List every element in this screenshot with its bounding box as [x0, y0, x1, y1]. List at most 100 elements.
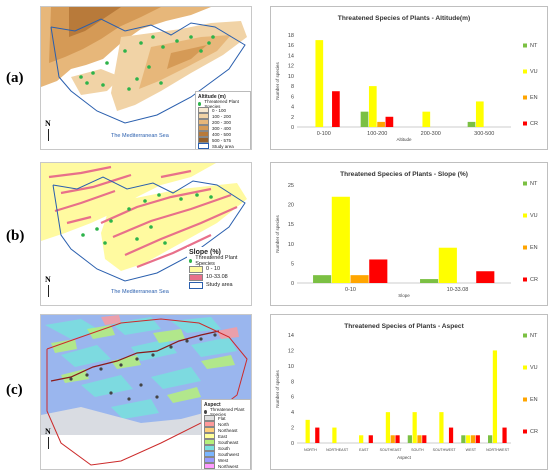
slope-chart-svg: Threatened Species of Plants - Slope (%)…: [275, 171, 538, 298]
x-tick-label: 10-33.08: [447, 287, 469, 293]
panel-label-b: (b): [6, 228, 25, 244]
altitude-legend-row: Threatened Plant Species: [198, 99, 248, 109]
altitude-legend-row: Study area: [198, 143, 248, 149]
panel-label-c: (c): [6, 382, 23, 398]
aspect-legend-row: East: [204, 433, 248, 439]
legend-label-en: EN: [530, 95, 538, 101]
legend-label-nt: NT: [530, 333, 538, 339]
aspect-legend-label: Southeast: [218, 439, 239, 445]
bar-en: [350, 275, 369, 283]
y-tick-label: 10: [288, 242, 294, 248]
legend-label-vu: VU: [530, 213, 538, 219]
altitude-legend-row: 400 - 500: [198, 131, 248, 137]
x-tick-label: NORTH: [304, 448, 317, 452]
altitude-legend-label: 300 - 400: [212, 125, 232, 131]
altitude-legend-swatch: [198, 143, 209, 149]
y-tick-label: 8: [291, 379, 294, 385]
bar-vu: [315, 40, 324, 127]
north-arrow-b: [48, 285, 49, 297]
x-tick-label: EAST: [359, 448, 369, 452]
slope-legend-swatch: [189, 259, 193, 263]
y-tick-label: 12: [288, 64, 294, 70]
bar-cr: [422, 435, 427, 443]
slope-legend-title: Slope (%): [189, 249, 221, 256]
aspect-legend-swatch: [204, 433, 215, 439]
aspect-legend: Aspect Threatened Plant Species Flat North…: [201, 399, 251, 471]
bar-cr: [385, 116, 394, 127]
legend-label-vu: VU: [530, 365, 538, 371]
legend-label-cr: CR: [530, 277, 538, 283]
y-tick-label: 0: [291, 125, 294, 131]
y-tick-label: 8: [291, 84, 294, 90]
y-tick-label: 10: [288, 74, 294, 80]
north-arrow-label-a: N: [45, 119, 51, 128]
chart-title: Threatened Species of Plants - Aspect: [344, 323, 464, 330]
aspect-legend-label: Threatened Plant Species: [209, 407, 245, 417]
legend-label-nt: NT: [530, 43, 538, 49]
aspect-chart: Threatened Species of Plants - Aspect 0 2 4…: [270, 314, 548, 470]
legend-label-en: EN: [530, 245, 538, 251]
legend-label-cr: CR: [530, 429, 538, 435]
altitude-legend-label: Study area: [212, 143, 234, 149]
slope-legend-label: 0 - 10: [206, 266, 221, 272]
sea-label-b: The Mediterranean Sea: [111, 289, 169, 295]
aspect-legend-label: Southwest: [218, 451, 240, 457]
aspect-legend-label: Flat: [218, 415, 226, 421]
altitude-legend-row: 300 - 400: [198, 125, 248, 131]
y-tick-label: 2: [291, 426, 294, 432]
legend-label-nt: NT: [530, 181, 538, 187]
aspect-legend-label: West: [218, 457, 229, 463]
bar-cr: [369, 259, 388, 283]
aspect-legend-swatch: [204, 421, 215, 427]
slope-map: N The Mediterranean Sea Slope (%) Threat…: [40, 162, 252, 306]
legend-label-cr: CR: [530, 121, 538, 127]
y-tick-label: 2: [291, 115, 294, 121]
bar-vu: [368, 86, 377, 127]
y-tick-label: 16: [288, 43, 294, 49]
y-tick-label: 6: [291, 94, 294, 100]
aspect-legend-swatch: [204, 469, 215, 470]
altitude-legend-label: 500 - 575: [212, 137, 232, 143]
legend-swatch-vu: [523, 69, 527, 74]
x-axis-label: Slope: [398, 293, 410, 298]
bar-vu: [412, 412, 417, 443]
north-arrow-c: [48, 437, 49, 449]
y-tick-label: 20: [288, 203, 294, 209]
legend-swatch-en: [523, 397, 527, 402]
aspect-legend-swatch: [204, 451, 215, 457]
aspect-legend-swatch: [204, 463, 215, 469]
legend-swatch-nt: [523, 333, 527, 338]
aspect-legend-label: North: [218, 421, 230, 427]
aspect-legend-label: Northeast: [218, 427, 238, 433]
bar-vu: [475, 101, 484, 127]
aspect-legend-label: North: [218, 470, 229, 471]
bar-vu: [492, 350, 498, 443]
altitude-map: N The Mediterranean Sea Altitude (m) Thr…: [40, 6, 252, 150]
aspect-legend-row: Flat: [204, 415, 248, 421]
y-tick-label: 0: [291, 441, 294, 447]
y-tick-label: 12: [288, 348, 294, 354]
bar-nt: [487, 435, 493, 443]
legend-label-en: EN: [530, 397, 538, 403]
aspect-legend-swatch: [204, 415, 215, 421]
aspect-legend-label: East: [218, 433, 228, 439]
bar-en: [417, 435, 422, 443]
y-tick-label: 6: [291, 395, 294, 401]
altitude-legend-swatch: [198, 119, 209, 125]
legend-swatch-cr: [523, 121, 527, 126]
aspect-legend-row: Threatened Plant Species: [204, 407, 248, 417]
altitude-legend-label: 200 - 300: [212, 119, 232, 125]
aspect-chart-svg: Threatened Species of Plants - Aspect 0 2 4…: [275, 323, 538, 460]
legend-swatch-en: [523, 245, 527, 250]
aspect-legend-title: Aspect: [204, 402, 221, 408]
bar-vu: [385, 412, 391, 443]
y-tick-label: 0: [291, 281, 294, 287]
bar-vu: [439, 412, 444, 443]
y-tick-label: 14: [288, 333, 294, 339]
legend-swatch-cr: [523, 277, 527, 282]
altitude-legend-swatch: [198, 125, 209, 131]
chart-title: Threatened Species of Plants - Altitude(…: [338, 15, 470, 22]
north-arrow-label-b: N: [45, 275, 51, 284]
slope-legend-label: Threatened Plant Species: [195, 255, 238, 267]
bar-vu: [359, 435, 364, 443]
